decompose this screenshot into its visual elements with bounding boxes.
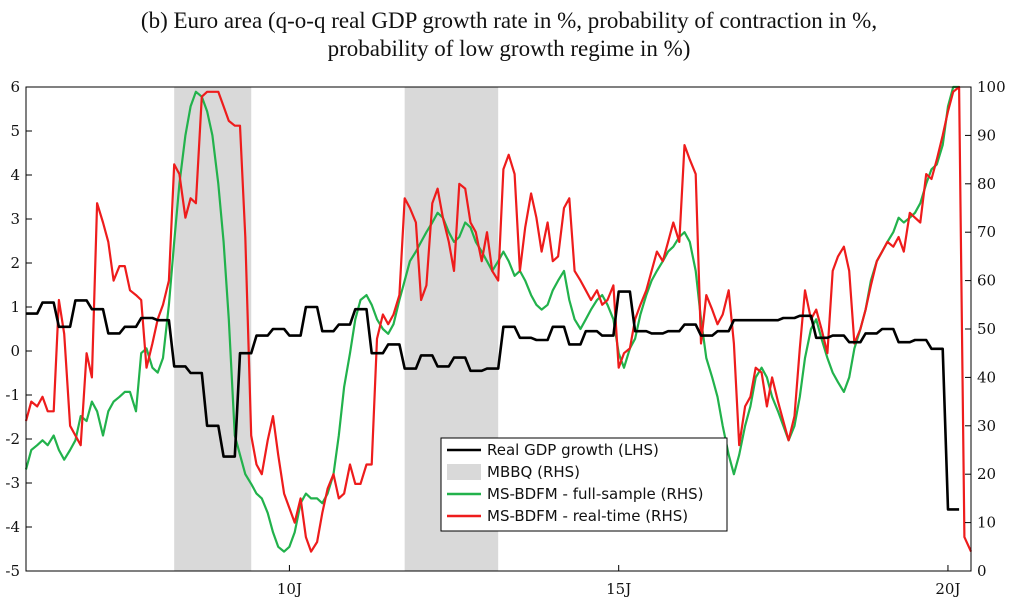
right-axis-tick-label: 50 — [977, 320, 996, 338]
left-axis-tick-label: -3 — [5, 474, 20, 492]
left-axis-tick-label: -2 — [5, 430, 20, 448]
right-axis-tick-label: 100 — [977, 78, 1006, 96]
left-axis-tick-label: 1 — [10, 298, 20, 316]
right-axis-tick-label: 80 — [977, 175, 996, 193]
gdp-growth-line — [26, 290, 960, 511]
legend: Real GDP growth (LHS) MBBQ (RHS) MS-BDFM -… — [440, 437, 728, 532]
right-axis-tick-label: 30 — [977, 417, 996, 435]
right-axis-tick-label: 20 — [977, 465, 996, 483]
chart-title-line-2: probability of low growth regime in %) — [328, 36, 691, 61]
shaded-regions — [174, 87, 499, 571]
right-axis-tick-label: 10 — [977, 514, 996, 532]
right-axis-tick-label: 60 — [977, 272, 996, 290]
x-axis-tick-label: 15J — [606, 580, 631, 598]
legend-swatch-mbbq — [447, 464, 481, 480]
legend-label: MS-BDFM - real-time (RHS) — [487, 507, 688, 525]
right-axis-tick-label: 70 — [977, 223, 996, 241]
legend-label: MBBQ (RHS) — [487, 463, 580, 481]
legend-label: Real GDP growth (LHS) — [487, 441, 659, 459]
x-axis-tick-label: 20J — [935, 580, 960, 598]
left-axis-tick-label: 6 — [10, 78, 20, 96]
ms-bdfm-real-time-line — [24, 85, 973, 553]
right-axis-tick-label: 40 — [977, 368, 996, 386]
left-axis-tick-label: 4 — [10, 166, 20, 184]
right-axis-tick-label: 0 — [977, 562, 987, 580]
legend-box — [440, 437, 728, 532]
left-axis-tick-label: -5 — [5, 562, 20, 580]
mbbq-shaded-period — [174, 87, 252, 571]
legend-label: MS-BDFM - full-sample (RHS) — [487, 485, 703, 503]
left-axis-tick-label: 5 — [10, 122, 20, 140]
left-axis-tick-label: -4 — [5, 518, 20, 536]
chart-title-line-1: (b) Euro area (q-o-q real GDP growth rat… — [141, 8, 877, 33]
left-axis-tick-label: 2 — [10, 254, 20, 272]
x-axis-tick-label: 10J — [277, 580, 302, 598]
left-axis-tick-label: -1 — [5, 386, 20, 404]
left-axis-tick-label: 3 — [10, 210, 20, 228]
series-layer — [24, 85, 973, 553]
right-axis-tick-label: 90 — [977, 126, 996, 144]
left-axis-tick-label: 0 — [10, 342, 20, 360]
axes: 6543210-1-2-3-4-510090807060504030201001… — [5, 78, 1005, 598]
